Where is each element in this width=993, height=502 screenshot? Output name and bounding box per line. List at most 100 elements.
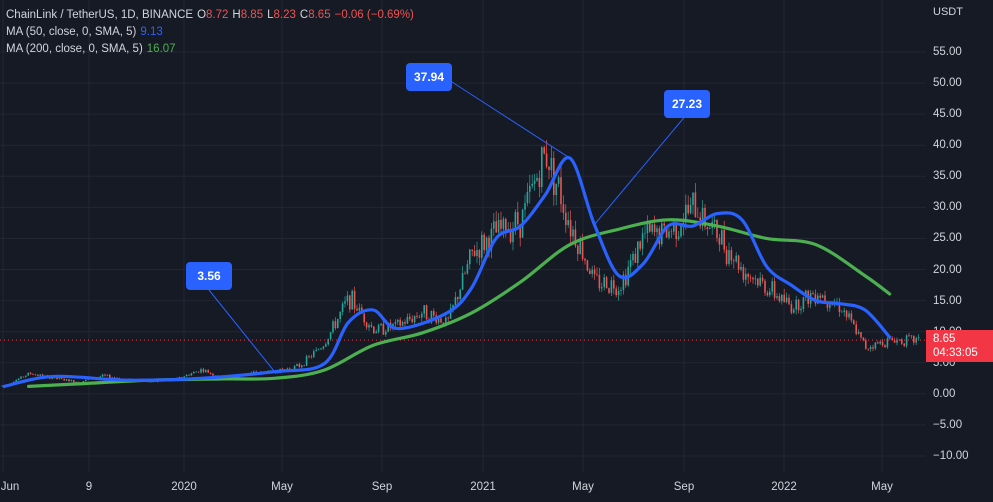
candle-body (893, 340, 896, 343)
candle-body (740, 266, 742, 270)
candle-body (337, 318, 339, 329)
candle-body (541, 147, 543, 187)
candle-body (869, 347, 872, 349)
candle-body (478, 249, 481, 258)
candle-body (800, 308, 802, 311)
candle-body (109, 374, 111, 378)
ohlc-high-key: H (232, 9, 241, 21)
candle-body (305, 356, 308, 366)
candle-body (781, 294, 783, 302)
candle-body (819, 295, 821, 298)
candle-body (649, 222, 651, 232)
candle-body (353, 290, 356, 309)
candle-body (593, 269, 596, 275)
callout-ma50-low[interactable]: 3.56 (186, 262, 232, 290)
candle-body (517, 212, 519, 225)
candle-body (32, 373, 34, 375)
legend-ma50-row[interactable]: MA (50, close, 0, SMA, 5) 9.13 (6, 24, 414, 41)
candle-body (310, 356, 313, 358)
candle-body (567, 220, 569, 225)
candle-body (632, 253, 634, 261)
y-tick-label: 55.00 (933, 46, 962, 58)
candle-body (61, 378, 63, 379)
ohlc-low-value: 8.23 (273, 9, 296, 21)
candle-body (913, 335, 915, 343)
y-tick-label: 40.00 (933, 139, 962, 152)
candle-body (111, 377, 113, 379)
candle-body (637, 241, 639, 263)
candle-body (596, 274, 598, 275)
candle-body (848, 313, 850, 318)
candle-body (817, 295, 819, 304)
candle-body (490, 228, 493, 251)
candle-body (898, 339, 901, 341)
candle-body (461, 273, 464, 290)
candle-body (764, 280, 766, 293)
candle-body (457, 297, 459, 300)
candle-body (493, 221, 495, 229)
candle-body (747, 273, 749, 278)
symbol-title[interactable]: ChainLink / TetherUS, 1D, BINANCE (6, 9, 194, 21)
candle-body (569, 220, 572, 237)
candle-body (526, 191, 529, 204)
candle-body (680, 225, 682, 237)
candle-body (440, 318, 442, 323)
ma50-line[interactable] (2, 156, 892, 388)
candle-body (399, 319, 401, 326)
candle-body (697, 217, 699, 218)
ma200-value: 16.07 (146, 43, 176, 55)
candle-body (39, 374, 41, 376)
candle-body (783, 294, 785, 303)
ohlc-open: O8.72 (197, 7, 228, 24)
candle-body (735, 255, 737, 262)
candle-body (281, 368, 284, 370)
candle-body (557, 177, 560, 184)
candle-body (116, 377, 118, 379)
candle-body (87, 379, 89, 380)
candle-body (673, 222, 675, 232)
candle-body (425, 305, 428, 320)
candle-body (75, 381, 77, 383)
candle-body (469, 249, 471, 265)
candle-body (195, 371, 197, 373)
candle-body (464, 273, 466, 274)
candle-body (394, 321, 397, 324)
y-tick-label: 20.00 (933, 263, 962, 276)
candle-body (613, 280, 615, 289)
candle-body (190, 373, 193, 376)
candle-body (298, 364, 301, 368)
candle-body (313, 351, 315, 357)
candle-body (841, 311, 843, 313)
legend-ma200-row[interactable]: MA (200, close, 0, SMA, 5) 16.07 (6, 41, 414, 58)
last-price-value: 8.65 (933, 333, 956, 345)
callout-ma50-drop[interactable]: 27.23 (664, 90, 710, 118)
candle-body (725, 249, 728, 264)
candle-body (591, 269, 593, 274)
candle-body (757, 278, 759, 286)
candle-body (625, 274, 627, 286)
currency-label[interactable]: USDT (933, 6, 963, 18)
candle-body (586, 260, 589, 271)
candle-body (193, 371, 195, 374)
candle-body (113, 377, 116, 379)
candle-body (737, 255, 740, 270)
x-tick-label: 9 (85, 481, 93, 493)
candle-body (860, 332, 862, 338)
candle-body (687, 204, 689, 214)
x-tick-label: Sep (673, 481, 695, 493)
candle-body (325, 344, 327, 347)
callout-ma50-peak[interactable]: 37.94 (406, 63, 452, 91)
candle-body (884, 345, 886, 348)
y-tick-label: 45.00 (933, 108, 962, 121)
candle-body (730, 250, 733, 261)
ma200-label: MA (200, close, 0, SMA, 5) (6, 43, 143, 55)
candle-body (610, 280, 613, 293)
candle-body (723, 229, 725, 250)
candle-body (562, 204, 565, 213)
ohlc-low: L8.23 (267, 7, 296, 24)
candle-body (675, 222, 677, 240)
candle-body (797, 299, 800, 311)
candle-body (317, 349, 320, 350)
candle-body (452, 304, 454, 309)
